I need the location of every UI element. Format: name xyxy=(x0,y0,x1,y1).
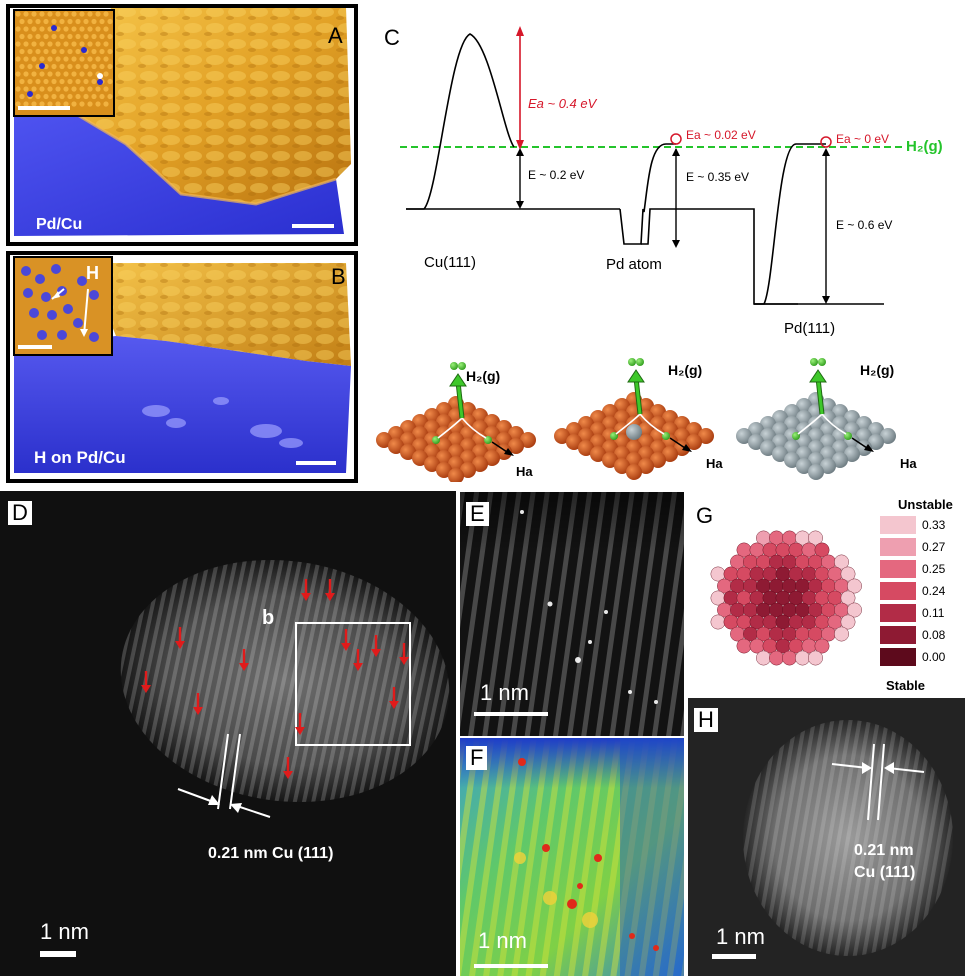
panel-b-letter: B xyxy=(331,264,346,289)
panel-g-legend-value: 0.11 xyxy=(922,606,945,620)
panel-b-label: H on Pd/Cu xyxy=(34,448,126,467)
panel-c-e-pd111: E ~ 0.6 eV xyxy=(836,218,893,232)
panel-c-energy-profile xyxy=(400,26,902,305)
panel-g-legend-value: 0.08 xyxy=(922,628,946,642)
panel-g-legend-swatch xyxy=(880,560,916,578)
panel-c-letter: C xyxy=(384,25,400,50)
panel-g-nanoparticle-atoms xyxy=(710,530,862,666)
pd111-slab xyxy=(736,358,896,480)
panel-h-spacing-line2: Cu (111) xyxy=(854,864,916,881)
panel-c-h2-label-3: H₂(g) xyxy=(860,362,895,378)
cu111-slab xyxy=(376,362,536,482)
panel-g-legend-swatch xyxy=(880,626,916,644)
panel-f-scale-label: 1 nm xyxy=(478,928,527,953)
panel-c-site-pd-atom: Pd atom xyxy=(606,256,662,273)
panel-a-terrain xyxy=(10,8,354,242)
panel-d-stem-image: D b 0.21 nm Cu (111) 1 nm xyxy=(0,491,456,976)
panel-c-ha-label-2: Ha xyxy=(706,456,723,471)
panel-f-heatmap xyxy=(460,738,684,976)
panel-h-stem-image: H 0.21 nm Cu (111) 1 nm xyxy=(688,698,965,976)
panel-b-inset-h-atoms xyxy=(21,264,99,342)
panel-c-h2-label-2: H₂(g) xyxy=(668,362,703,378)
panel-h-spacing-line1: 0.21 nm xyxy=(854,842,914,859)
panel-c-e-cu: E ~ 0.2 eV xyxy=(528,168,585,182)
panel-c-ha-label-3: Ha xyxy=(900,456,917,471)
panel-a-letter: A xyxy=(328,23,343,48)
panel-d-letter: D xyxy=(8,501,32,525)
panel-g-legend-value: 0.00 xyxy=(922,650,946,664)
pd-atom-on-cu-slab xyxy=(554,358,714,480)
panel-c-e-pd-atom: E ~ 0.35 eV xyxy=(686,170,750,184)
panel-h-scale-label: 1 nm xyxy=(716,924,765,949)
panel-g-legend-value: 0.24 xyxy=(922,584,946,598)
panel-g-letter: G xyxy=(696,503,714,528)
panel-b-terrain xyxy=(10,255,354,479)
panel-e-scale-label: 1 nm xyxy=(480,680,529,705)
panel-d-red-arrows xyxy=(141,579,409,779)
panel-d-box-label: b xyxy=(262,607,275,629)
panel-c-site-pd111: Pd(111) xyxy=(784,320,836,337)
panel-h-letter: H xyxy=(694,708,718,732)
panel-g-legend-value: 0.27 xyxy=(922,540,946,554)
panel-g-legend: 0.33 0.27 0.25 0.24 0.11 0.08 0.00 xyxy=(880,516,964,678)
panel-c-h2-label-1: H₂(g) xyxy=(466,368,501,384)
panel-g-cluster xyxy=(710,530,862,666)
panel-g-legend-value: 0.33 xyxy=(922,518,946,532)
panel-c-ea-cu: Ea ~ 0.4 eV xyxy=(528,96,597,111)
panel-c-ha-label-1: Ha xyxy=(516,464,533,479)
panel-c-site-cu: Cu(111) xyxy=(424,254,476,271)
panel-h-particle xyxy=(688,698,965,976)
panel-e-lattice xyxy=(460,492,684,736)
panel-e-letter: E xyxy=(466,502,489,526)
panel-b-stm-image: B H H on Pd/Cu xyxy=(6,251,358,483)
panel-a-inset-lattice xyxy=(15,11,113,107)
panel-g-legend-swatch xyxy=(880,516,916,534)
panel-g-legend-swatch xyxy=(880,604,916,622)
panel-c-slab-models xyxy=(376,358,896,482)
panel-f-intensity-map: F 1 nm xyxy=(460,738,684,976)
panel-g-cluster-model: G Unstable Stable 0.33 0.27 0.25 0.24 0.11 0.… xyxy=(688,492,965,696)
panel-a-stm-image: A Pd/Cu xyxy=(6,4,358,246)
panel-d-particle xyxy=(0,491,456,976)
panel-a-label: Pd/Cu xyxy=(36,216,83,233)
panel-c-ea-pd-atom: Ea ~ 0.02 eV xyxy=(686,128,756,142)
panel-d-scale-label: 1 nm xyxy=(40,919,89,944)
panel-g-top-label: Unstable xyxy=(898,497,953,512)
panel-g-legend-swatch xyxy=(880,538,916,556)
panel-e-stem-zoom: E 1 nm xyxy=(460,492,684,736)
panel-c-ea-pd111: Ea ~ 0 eV xyxy=(836,132,890,146)
panel-g-bottom-label: Stable xyxy=(886,678,926,693)
panel-g-legend-swatch xyxy=(880,648,916,666)
panel-f-letter: F xyxy=(466,746,488,770)
panel-g-legend-value: 0.25 xyxy=(922,562,946,576)
panel-c-energy-diagram: C Ea ~ 0.4 eV E ~ 0.2 eV Ea ~ 0.02 eV E … xyxy=(366,4,965,482)
panel-c-h2-line-label: H₂(g) xyxy=(906,138,943,155)
panel-g-legend-swatch xyxy=(880,582,916,600)
panel-b-inset-h-label: H xyxy=(86,263,99,283)
panel-d-spacing-label: 0.21 nm Cu (111) xyxy=(208,845,334,862)
